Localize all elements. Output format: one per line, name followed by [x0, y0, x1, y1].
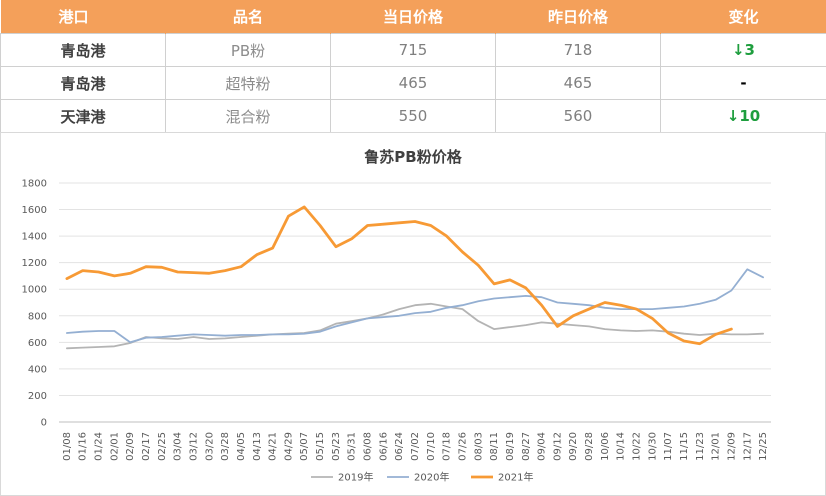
cell-yesterday-price: 465	[495, 66, 661, 100]
chart-series	[65, 205, 764, 350]
x-tick-label: 10/14	[616, 432, 627, 461]
x-tick-label: 11/07	[663, 432, 674, 461]
price-table: 港口 品名 当日价格 昨日价格 变化 青岛港 PB粉 715 718 ↓3 青岛…	[0, 0, 826, 133]
x-tick-label: 06/24	[394, 432, 405, 461]
x-tick-label: 07/26	[457, 432, 468, 461]
x-tick-label: 12/09	[726, 432, 737, 461]
y-tick-label: 1400	[22, 232, 47, 243]
x-tick-label: 12/01	[711, 432, 722, 461]
x-tick-label: 04/05	[236, 432, 247, 461]
x-tick-label: 08/19	[505, 432, 516, 461]
x-tick-label: 09/28	[584, 432, 595, 461]
x-tick-label: 06/16	[378, 432, 389, 461]
x-tick-label: 02/01	[109, 432, 120, 461]
y-tick-label: 0	[41, 418, 47, 429]
cell-yesterday-price: 718	[495, 33, 661, 67]
series-line-2019年	[66, 302, 764, 350]
x-tick-label: 10/30	[647, 432, 658, 461]
x-tick-label: 07/10	[426, 432, 437, 461]
x-tick-label: 08/11	[489, 432, 500, 461]
cell-product: 混合粉	[165, 99, 331, 133]
cell-product: 超特粉	[165, 66, 331, 100]
header-yesterday-price: 昨日价格	[495, 0, 661, 34]
header-change: 变化	[660, 0, 826, 34]
x-tick-label: 06/08	[363, 432, 374, 461]
cell-today-price: 550	[330, 99, 496, 133]
x-tick-label: 05/15	[315, 432, 326, 461]
chart-title: 鲁苏PB粉价格	[364, 148, 462, 166]
cell-port: 天津港	[0, 99, 166, 133]
x-tick-label: 01/08	[62, 432, 73, 461]
legend-label: 2020年	[414, 471, 449, 484]
x-tick-label: 02/25	[157, 432, 168, 461]
price-chart: 鲁苏PB粉价格 01/08 01/16 01/24 02/01 02/09 02/17 02…	[0, 132, 826, 496]
x-tick-label: 01/16	[78, 432, 89, 461]
legend-label: 2021年	[498, 471, 533, 484]
cell-port: 青岛港	[0, 33, 166, 67]
y-tick-label: 800	[28, 311, 47, 322]
header-port: 港口	[0, 0, 166, 34]
chart-grid	[59, 182, 771, 423]
x-tick-label: 11/15	[679, 432, 690, 461]
y-tick-label: 400	[28, 364, 47, 375]
chart-legend: 2019年 2020年 2021年	[311, 471, 533, 484]
cell-today-price: 465	[330, 66, 496, 100]
x-tick-label: 02/09	[125, 432, 136, 461]
legend-label: 2019年	[338, 471, 373, 484]
x-tick-label: 07/02	[410, 432, 421, 461]
cell-port: 青岛港	[0, 66, 166, 100]
x-tick-label: 10/22	[632, 432, 643, 461]
series-line-2021年	[65, 205, 733, 346]
cell-change: ↓3	[660, 33, 826, 67]
x-tick-label: 03/20	[204, 432, 215, 461]
y-tick-label: 200	[28, 391, 47, 402]
cell-today-price: 715	[330, 33, 496, 67]
x-tick-label: 03/12	[188, 432, 199, 461]
x-tick-label: 04/29	[283, 432, 294, 461]
x-tick-label: 02/17	[141, 432, 152, 461]
table-row: 青岛港 PB粉 715 718 ↓3	[0, 33, 826, 67]
header-today-price: 当日价格	[330, 0, 496, 34]
x-tick-label: 03/28	[220, 432, 231, 461]
table-row: 青岛港 超特粉 465 465 -	[0, 66, 826, 100]
chart-svg: 鲁苏PB粉价格 01/08 01/16 01/24 02/01 02/09 02/17 02…	[22, 148, 771, 484]
y-tick-label: 1800	[22, 179, 47, 190]
x-tick-label: 09/20	[568, 432, 579, 461]
x-tick-label: 05/23	[331, 432, 342, 461]
x-tick-label: 05/31	[347, 432, 358, 461]
y-tick-label: 1200	[22, 258, 47, 269]
x-tick-label: 04/21	[268, 432, 279, 461]
header-product: 品名	[165, 0, 331, 34]
x-tick-label: 07/18	[442, 432, 453, 461]
x-tick-label: 09/12	[552, 432, 563, 461]
table-row: 天津港 混合粉 550 560 ↓10	[0, 99, 826, 133]
series-line-2020年	[66, 268, 764, 344]
y-tick-label: 1000	[22, 285, 47, 296]
x-tick-label: 12/17	[742, 432, 753, 461]
y-tick-label: 600	[28, 338, 47, 349]
y-tick-label: 1600	[22, 205, 47, 216]
x-tick-label: 08/03	[473, 432, 484, 461]
cell-change: -	[660, 66, 826, 100]
x-tick-label: 04/13	[252, 432, 263, 461]
x-tick-label: 01/24	[94, 432, 105, 461]
x-tick-label: 11/23	[695, 432, 706, 461]
x-tick-label: 12/25	[758, 432, 769, 461]
cell-product: PB粉	[165, 33, 331, 67]
x-axis: 01/08 01/16 01/24 02/01 02/09 02/17 02/25 03/04…	[62, 432, 769, 461]
x-tick-label: 10/06	[600, 432, 611, 461]
x-tick-label: 03/04	[173, 432, 184, 461]
cell-yesterday-price: 560	[495, 99, 661, 133]
cell-change: ↓10	[660, 99, 826, 133]
x-tick-label: 08/27	[521, 432, 532, 461]
x-tick-label: 09/04	[537, 432, 548, 461]
table-header-row: 港口 品名 当日价格 昨日价格 变化	[0, 0, 826, 34]
x-tick-label: 05/07	[299, 432, 310, 461]
y-axis: 0 200 400 600 800 1000 1200 1400 1600 1800	[22, 179, 47, 429]
